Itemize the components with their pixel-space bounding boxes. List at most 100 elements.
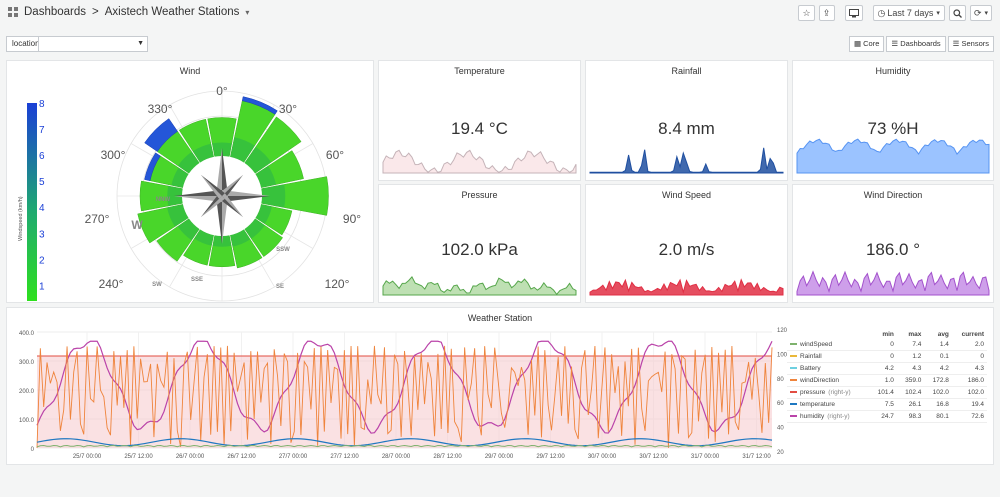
sparkline-area	[796, 138, 990, 174]
wind-petal-inner	[177, 218, 200, 241]
legend-series-name[interactable]: humidity (right-y)	[787, 410, 870, 423]
compass-star	[219, 174, 244, 196]
legend-max-value: 98.3	[896, 410, 925, 423]
legend-header-min[interactable]: min	[882, 331, 894, 338]
legend-max-value: 359.0	[896, 374, 925, 387]
wind-rose-chart: 8 7 6 5 4 3 2 1 Windspeed (km/h) 0° 30° 60° 90° 120° 2…	[18, 84, 361, 302]
dashboard-title-caret-icon[interactable]: ▾	[245, 7, 250, 17]
link-sensors[interactable]: ☰ Sensors	[947, 36, 994, 52]
legend-series-name[interactable]: Rainfall	[787, 350, 870, 363]
x-tick-label: 30/7 00:00	[588, 454, 617, 460]
panel-title[interactable]: Pressure	[461, 190, 498, 200]
time-caret-icon: ▾	[936, 10, 940, 17]
legend-min-value: 7.5	[869, 398, 897, 411]
y-left-tick: 400.0	[19, 331, 35, 337]
scale-tick-label: 6	[39, 151, 45, 162]
legend-row[interactable]: temperature 7.5 26.1 16.8 19.4	[787, 398, 987, 411]
panel-title[interactable]: Temperature	[454, 66, 505, 76]
wind-petal-high	[144, 118, 178, 152]
panel-title[interactable]: Wind	[179, 66, 201, 76]
legend-avg-value: 80.1	[924, 410, 952, 423]
wind-petal-inner	[261, 184, 286, 208]
panel-title[interactable]: Weather Station	[467, 313, 533, 323]
legend-min-value: 0	[869, 339, 897, 351]
temperature-sparkline	[382, 149, 577, 174]
scale-axis-title: Windspeed (km/h)	[18, 196, 24, 241]
scale-tick-label: 3	[39, 229, 45, 240]
panel-title[interactable]: Wind Speed	[661, 190, 712, 200]
legend-axis-note: (right-y)	[828, 389, 851, 396]
legend-swatch-icon[interactable]	[790, 343, 797, 346]
x-tick-label: 29/7 12:00	[536, 454, 565, 460]
star-button[interactable]: ☆	[798, 5, 815, 21]
direction-label: SSW	[276, 247, 290, 253]
link-dashboards[interactable]: ☰ Dashboards	[886, 36, 946, 52]
legend-series-name[interactable]: windDirection	[787, 374, 870, 387]
legend-series-name[interactable]: temperature	[787, 398, 870, 411]
legend-row[interactable]: Battery 4.2 4.3 4.2 4.3	[787, 362, 987, 375]
legend-header-avg[interactable]: avg	[937, 331, 949, 338]
windspeed-value: 2.0 m/s	[658, 240, 715, 259]
legend-row[interactable]: pressure (right-y) 101.4 102.4 102.0 102.0	[787, 386, 987, 399]
dashboard-title[interactable]: Axistech Weather Stations	[104, 6, 240, 18]
panel-title[interactable]: Wind Direction	[863, 190, 923, 200]
refresh-button[interactable]: ⟳ ▾	[969, 5, 992, 21]
location-variable-select[interactable]: ▼	[38, 36, 148, 52]
legend-series-name[interactable]: windSpeed	[787, 339, 870, 351]
winddirection-value: 186.0 °	[865, 240, 921, 259]
rainfall-value: 8.4 mm	[658, 119, 715, 138]
y-left-tick: 300.0	[19, 360, 35, 366]
legend-swatch-icon[interactable]	[790, 355, 797, 358]
x-tick-label: 26/7 00:00	[176, 454, 205, 460]
legend-swatch-icon[interactable]	[790, 403, 797, 406]
share-button[interactable]: ⇪	[818, 5, 835, 21]
y-right-tick: 100	[777, 352, 788, 358]
link-core[interactable]: ▦ Core	[848, 36, 885, 52]
legend-swatch-icon[interactable]	[790, 391, 797, 394]
x-tick-label: 28/7 12:00	[433, 454, 462, 460]
panel-title[interactable]: Rainfall	[671, 66, 702, 76]
legend-row[interactable]: Rainfall 0 1.2 0.1 0	[787, 350, 987, 363]
time-picker-button[interactable]: ◷ Last 7 days ▾	[872, 5, 945, 21]
legend-label: temperature	[800, 401, 836, 408]
legend-header-current[interactable]: current	[961, 331, 984, 338]
legend-series-name[interactable]: Battery	[787, 362, 870, 375]
legend-swatch-icon[interactable]	[790, 415, 797, 418]
legend-series-name[interactable]: pressure (right-y)	[787, 386, 870, 399]
zoom-out-button[interactable]	[948, 5, 966, 21]
pressure-value: 102.0 kPa	[441, 240, 518, 259]
legend-label: humidity	[800, 413, 825, 420]
legend-row[interactable]: windDirection 1.0 359.0 172.8 186.0	[787, 374, 987, 387]
scale-tick-label: 7	[39, 125, 45, 136]
panel-title[interactable]: Humidity	[875, 66, 911, 76]
legend-avg-value: 102.0	[924, 386, 952, 399]
tv-mode-button[interactable]	[844, 5, 863, 21]
legend-row[interactable]: windSpeed 0 7.4 1.4 2.0	[787, 339, 987, 351]
x-tick-label: 30/7 12:00	[639, 454, 668, 460]
sparkline-area	[589, 278, 784, 296]
legend-avg-value: 16.8	[924, 398, 952, 411]
windspeed-series	[36, 444, 773, 448]
wind-panel: Wind 8 7 6 5 4 3 2 1 Windspeed (km/h) 0° 30° 60° 90°…	[6, 60, 374, 303]
legend-min-value: 24.7	[869, 410, 897, 423]
y-right-tick: 80	[777, 377, 784, 383]
dashboards-grid-icon[interactable]	[8, 7, 18, 17]
compass-star	[200, 174, 222, 199]
compass-star	[222, 174, 244, 199]
legend-row[interactable]: humidity (right-y) 24.7 98.3 80.1 72.6	[787, 410, 987, 423]
legend-swatch-icon[interactable]	[790, 379, 797, 382]
legend-header-max[interactable]: max	[908, 331, 922, 338]
legend-max-value: 102.4	[896, 386, 925, 399]
legend-max-value: 26.1	[896, 398, 925, 411]
time-range-label: Last 7 days	[887, 8, 934, 18]
compass-star	[222, 196, 270, 202]
legend-current-value: 186.0	[951, 374, 987, 387]
breadcrumb-root-link[interactable]: Dashboards	[24, 6, 87, 18]
temperature-panel: Temperature 19.4 °C	[378, 60, 581, 181]
y-right-tick: 20	[777, 450, 784, 456]
legend-swatch-icon[interactable]	[790, 367, 797, 370]
pressure-panel: Pressure 102.0 kPa	[378, 184, 581, 303]
direction-label: SW	[152, 282, 162, 288]
weather-station-graph: 400.0 300.0 200.0 100.0 0 120 100 80 60 40 20 25/7 …	[19, 328, 788, 460]
compass-star	[222, 196, 228, 244]
